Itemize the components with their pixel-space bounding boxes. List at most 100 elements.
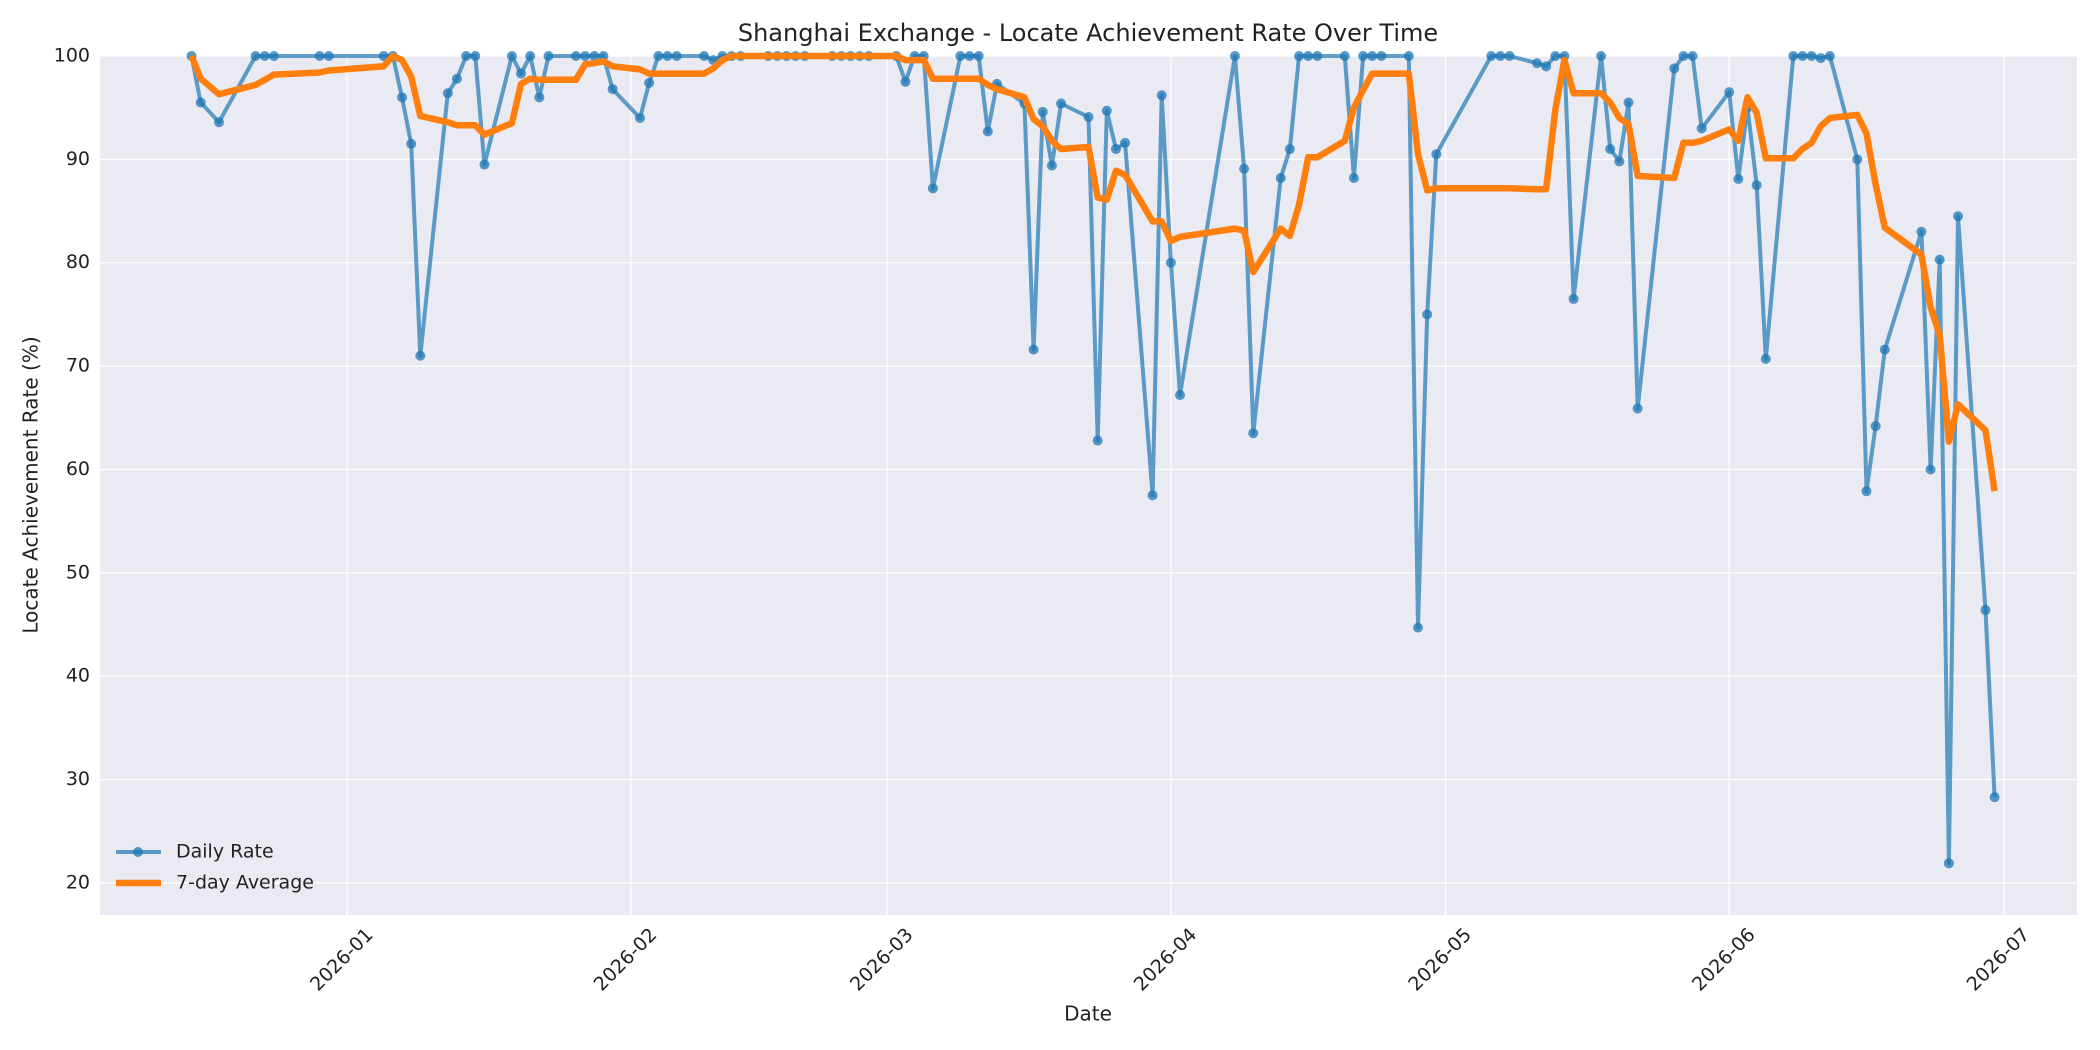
data-point <box>1733 174 1744 185</box>
data-point <box>1092 435 1103 446</box>
data-point <box>1943 858 1954 869</box>
data-point <box>1229 51 1240 61</box>
y-tick-label: 90 <box>66 148 90 170</box>
data-point <box>1934 254 1945 265</box>
y-tick-label: 50 <box>66 561 90 583</box>
data-point <box>1879 344 1890 355</box>
data-point <box>378 51 389 61</box>
data-point <box>534 92 545 103</box>
data-point <box>1989 792 2000 803</box>
data-point <box>1504 51 1515 61</box>
y-tick-label: 100 <box>54 45 90 67</box>
data-point <box>323 51 334 61</box>
x-tick-label: 2026-06 <box>1688 924 1760 996</box>
data-point <box>1669 63 1680 74</box>
plot-area <box>100 56 2077 915</box>
data-point <box>662 51 673 61</box>
x-tick-label: 2026-01 <box>306 924 378 996</box>
x-tick-label: 2026-07 <box>1963 924 2035 996</box>
data-point <box>1760 353 1771 364</box>
data-point <box>570 51 581 61</box>
data-point <box>1239 163 1250 174</box>
data-point <box>406 138 417 149</box>
data-point <box>653 51 664 61</box>
data-point <box>927 183 938 194</box>
data-point <box>1550 51 1561 61</box>
data-point <box>1696 123 1707 134</box>
series-line <box>188 52 1998 492</box>
data-point <box>635 113 646 124</box>
data-point <box>479 159 490 170</box>
data-point <box>1797 51 1808 61</box>
data-point <box>415 350 426 361</box>
data-point <box>1294 51 1305 61</box>
data-point <box>1101 105 1112 116</box>
data-point <box>1623 97 1634 108</box>
x-tick-label: 2026-03 <box>846 924 918 996</box>
data-point <box>250 51 261 61</box>
data-point <box>1531 58 1542 69</box>
data-point <box>442 88 453 99</box>
data-point <box>451 73 462 84</box>
data-point <box>506 51 517 61</box>
data-point <box>1751 180 1762 191</box>
data-point <box>1431 149 1442 160</box>
data-point <box>1165 257 1176 268</box>
data-point <box>1147 490 1158 501</box>
data-point <box>461 51 472 61</box>
data-point <box>525 51 536 61</box>
data-point <box>1037 106 1048 117</box>
data-point <box>1056 98 1067 109</box>
y-tick-label: 60 <box>66 458 90 480</box>
data-point <box>268 51 279 61</box>
legend-marker <box>133 847 143 857</box>
data-point <box>1083 111 1094 122</box>
data-point <box>699 51 710 61</box>
legend-label: Daily Rate <box>176 841 274 863</box>
data-point <box>1916 226 1927 237</box>
data-point <box>213 117 224 128</box>
data-point <box>580 51 591 61</box>
data-point <box>1614 156 1625 167</box>
data-point <box>1925 464 1936 475</box>
data-point <box>1605 144 1616 155</box>
data-point <box>973 51 984 61</box>
y-tick-label: 80 <box>66 251 90 273</box>
data-point <box>1953 211 1964 222</box>
data-point <box>1275 172 1286 183</box>
data-point <box>1367 51 1378 61</box>
data-point <box>1248 428 1259 439</box>
chart-title: Shanghai Exchange - Locate Achievement R… <box>738 19 1438 47</box>
data-point <box>1852 154 1863 165</box>
data-point <box>470 51 481 61</box>
data-point <box>1284 144 1295 155</box>
data-point <box>1980 605 1991 616</box>
x-tick-label: 2026-04 <box>1130 924 1202 996</box>
data-point <box>1175 390 1186 401</box>
data-point <box>1568 293 1579 304</box>
data-point <box>1687 51 1698 61</box>
data-point <box>1376 51 1387 61</box>
data-point <box>1028 344 1039 355</box>
data-point <box>516 68 527 79</box>
y-tick-label: 40 <box>66 665 90 687</box>
legend-label: 7-day Average <box>176 872 314 894</box>
data-point <box>1403 51 1414 61</box>
data-point <box>1312 51 1323 61</box>
y-tick-label: 30 <box>66 768 90 790</box>
data-point <box>543 51 554 61</box>
data-point <box>195 97 206 108</box>
data-point <box>1824 51 1835 61</box>
data-point <box>982 126 993 137</box>
data-point <box>1303 51 1314 61</box>
data-point <box>644 77 655 88</box>
data-point <box>1422 309 1433 320</box>
data-point <box>607 84 618 95</box>
data-point <box>671 51 682 61</box>
data-point <box>1806 51 1817 61</box>
data-point <box>1358 51 1369 61</box>
data-point <box>1486 51 1497 61</box>
data-point <box>1788 51 1799 61</box>
